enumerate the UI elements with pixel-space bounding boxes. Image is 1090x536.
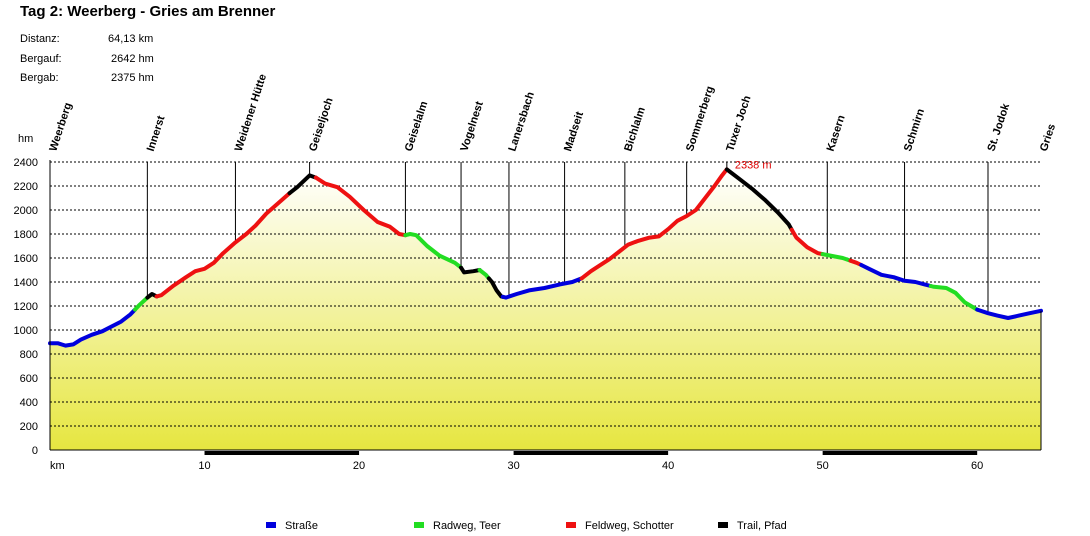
legend-label-road: Straße: [285, 520, 318, 532]
waypoint-label: Gries: [1038, 122, 1058, 152]
waypoint-label: Vogelnest: [458, 100, 486, 153]
profile-segment-bikepath: [403, 232, 463, 270]
x-tick-label: 50: [817, 460, 829, 472]
legend-swatch-trail: [718, 522, 728, 528]
profile-segment-road: [500, 276, 584, 300]
profile-segment-bikepath: [928, 284, 980, 312]
y-tick-label: 2000: [14, 205, 38, 217]
waypoint-label: Geiseljoch: [307, 96, 336, 153]
legend-label-gravel: Feldweg, Schotter: [585, 520, 674, 532]
x-tick-label: 10: [198, 460, 210, 472]
stat-ascent-label: Bergauf:: [20, 53, 62, 65]
waypoint-label: Schmirn: [902, 107, 927, 153]
stat-descent-label: Bergab:: [20, 72, 59, 84]
profile-segment-road: [48, 307, 137, 348]
profile-segment-gravel: [579, 167, 729, 281]
legend-label-trail: Trail, Pfad: [737, 520, 787, 532]
waypoint-label: Sommerberg: [684, 85, 716, 153]
x-axis-label: km: [50, 460, 65, 472]
x-tick-label: 60: [971, 460, 983, 472]
stat-distance-label: Distanz:: [20, 33, 60, 45]
y-tick-label: 200: [20, 421, 38, 433]
profile-segment-road: [859, 263, 933, 288]
y-tick-label: 1800: [14, 229, 38, 241]
waypoint-label: Tuxer Joch: [724, 94, 753, 153]
profile-segment-bikepath: [820, 252, 853, 263]
legend-swatch-bikepath: [414, 522, 424, 528]
y-tick-label: 2200: [14, 181, 38, 193]
elevation-area: [50, 169, 1041, 450]
profile-segment-bikepath: [133, 295, 150, 312]
legend-swatch-gravel: [566, 522, 576, 528]
legend-swatch-road: [266, 522, 276, 528]
x-tick-label: 30: [507, 460, 519, 472]
y-tick-label: 1600: [14, 253, 38, 265]
y-tick-label: 600: [20, 373, 38, 385]
y-tick-label: 1200: [14, 301, 38, 313]
profile-segment-road: [975, 307, 1043, 320]
y-tick-label: 400: [20, 397, 38, 409]
y-tick-label: 800: [20, 349, 38, 361]
profile-segment-gravel: [313, 175, 408, 238]
profile-segment-trail: [459, 265, 482, 275]
x-tick-label: 20: [353, 460, 365, 472]
km-scale-bar: [204, 451, 360, 455]
profile-segment-gravel: [789, 227, 825, 257]
axis-layer: 0 200 400 600 800 1000 1200 1400 1600 1800 2000 220…: [14, 133, 1042, 472]
profile-segment-trail: [287, 173, 318, 196]
x-tick-label: 40: [662, 460, 674, 472]
legend-label-bikepath: Radweg, Teer: [433, 520, 501, 532]
waypoint-label: St. Jodok: [985, 101, 1012, 153]
km-scale-bar: [513, 451, 669, 455]
profile-line-layer: 2338 m: [48, 159, 1043, 348]
stat-ascent-value: 2642 hm: [111, 53, 154, 65]
waypoint-label: Weerberg: [47, 101, 74, 153]
waypoint-label: Innerst: [145, 114, 168, 153]
y-tick-label: 1000: [14, 325, 38, 337]
waypoint-label: Weidener Hütte: [233, 73, 269, 153]
profile-segment-gravel: [154, 191, 292, 299]
stat-descent-value: 2375 hm: [111, 72, 154, 84]
y-tick-label: 2400: [14, 157, 38, 169]
waypoint-label: Kasern: [825, 113, 848, 152]
grid-layer: [50, 161, 1041, 427]
peak-annotation: 2338 m: [735, 159, 772, 171]
profile-segment-trail: [724, 167, 794, 232]
chart-title: Tag 2: Weerberg - Gries am Brenner: [20, 3, 276, 20]
waypoint-label: Bichlalm: [622, 105, 648, 153]
y-axis-label: hm: [18, 133, 33, 145]
km-scale-bar: [822, 451, 978, 455]
stat-distance-value: 64,13 km: [108, 33, 154, 45]
y-tick-label: 1400: [14, 277, 38, 289]
waypoint-label: Geiselalm: [403, 100, 431, 153]
waypoint-label: Madseit: [562, 110, 586, 153]
legend-layer: Straße Radweg, Teer Feldweg, Schotter Trail…: [266, 520, 787, 532]
elevation-area-layer: [50, 169, 1041, 450]
waypoint-label: Lanersbach: [506, 90, 537, 153]
y-tick-label: 0: [32, 445, 38, 457]
